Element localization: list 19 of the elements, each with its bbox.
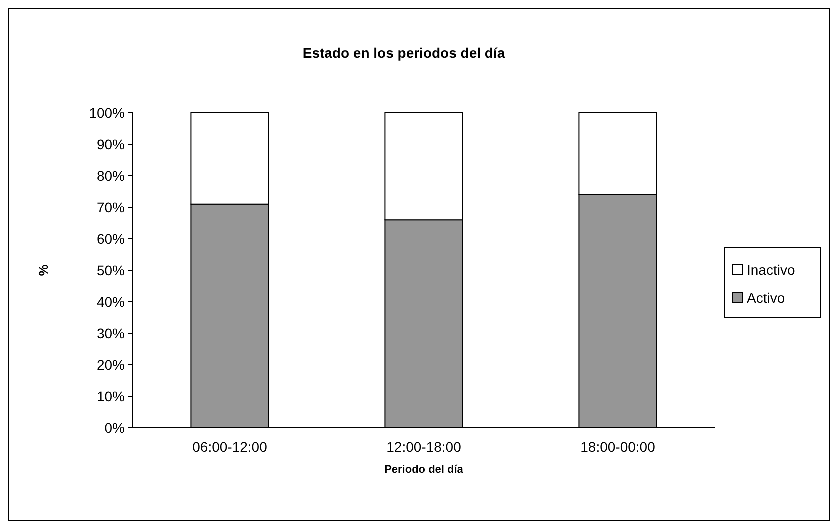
chart-title: Estado en los periodos del día	[302, 45, 506, 61]
x-tick-label: 12:00-18:00	[386, 439, 462, 455]
y-tick-label: 90%	[96, 136, 125, 152]
x-axis-title: Periodo del día	[384, 464, 464, 476]
y-tick-label: 70%	[96, 199, 125, 216]
x-tick-label: 06:00-12:00	[192, 439, 268, 455]
y-tick-label: 60%	[96, 230, 125, 247]
y-tick-label: 30%	[96, 325, 125, 342]
y-tick-label: 10%	[96, 388, 125, 404]
y-axis-title: %	[36, 264, 51, 276]
x-tick-label: 18:00-00:00	[580, 439, 656, 455]
legend-label: Activo	[747, 290, 786, 306]
y-tick-label: 0%	[104, 420, 125, 436]
y-tick-label: 40%	[96, 294, 125, 310]
legend-label: Inactivo	[747, 262, 796, 278]
y-tick-label: 100%	[89, 104, 125, 121]
y-tick-label: 20%	[96, 356, 125, 373]
y-tick-label: 50%	[96, 262, 125, 278]
y-tick-label: 80%	[96, 168, 125, 184]
